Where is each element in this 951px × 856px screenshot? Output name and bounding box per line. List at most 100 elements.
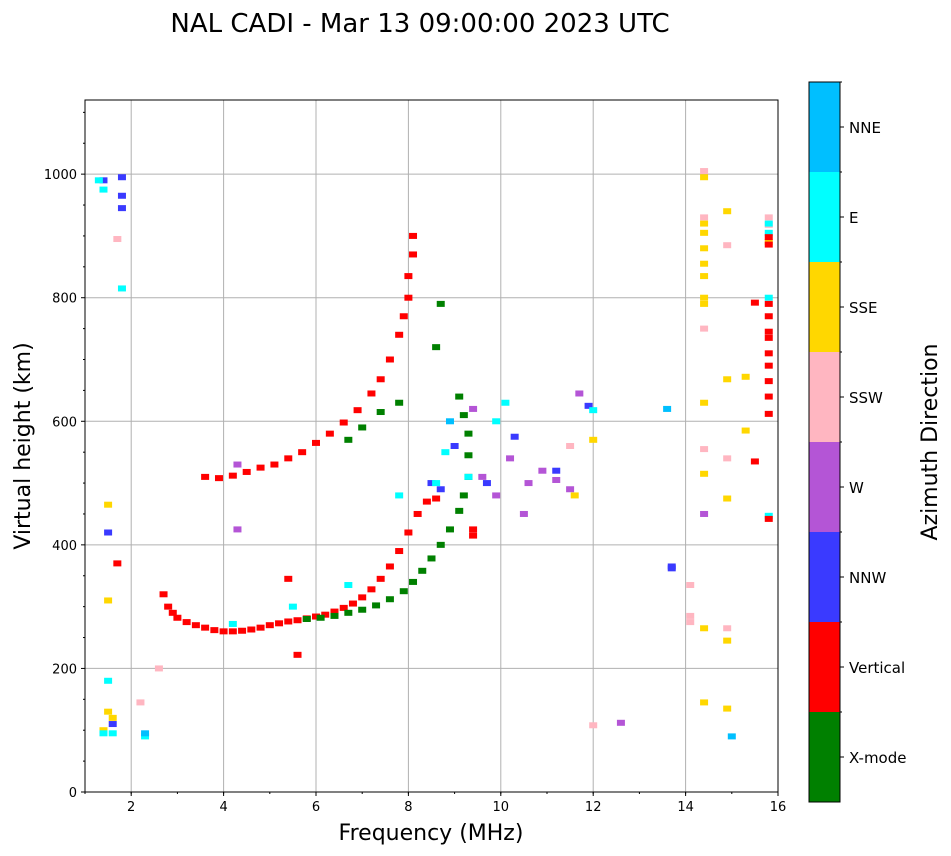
data-point: [385, 596, 394, 603]
data-point: [589, 436, 598, 443]
data-point: [667, 565, 676, 572]
colorbar-tick-label: NNE: [849, 119, 881, 137]
data-point: [700, 245, 709, 252]
data-point: [136, 699, 145, 706]
data-point: [104, 677, 113, 684]
data-point: [436, 300, 445, 307]
colorbar-tick-label: NNW: [849, 569, 886, 587]
data-point: [358, 594, 367, 601]
data-point: [330, 612, 339, 619]
data-point: [510, 433, 519, 440]
data-point: [445, 418, 454, 425]
data-point: [385, 356, 394, 363]
colorbar-segment: [809, 352, 840, 442]
data-point: [141, 730, 150, 737]
colorbar-tick-label: W: [849, 479, 864, 497]
data-point: [344, 609, 353, 616]
data-point: [589, 407, 598, 414]
data-point: [298, 449, 307, 456]
data-point: [233, 461, 242, 468]
data-point: [108, 721, 117, 728]
colorbar-label: Azimuth Direction: [918, 343, 943, 540]
data-point: [432, 495, 441, 502]
data-point: [663, 405, 672, 412]
data-point: [242, 468, 251, 475]
trace-nne-echoes: [141, 405, 736, 740]
data-point: [552, 467, 561, 474]
data-point: [312, 439, 320, 446]
data-point: [284, 455, 293, 462]
data-point: [464, 430, 473, 437]
data-point: [764, 313, 773, 320]
data-point: [108, 730, 117, 737]
data-point: [764, 350, 773, 357]
data-point: [764, 229, 773, 236]
data-point: [358, 424, 367, 431]
data-point: [741, 373, 750, 380]
data-point: [99, 186, 108, 193]
data-point: [173, 614, 182, 621]
data-point: [455, 507, 464, 514]
data-point: [566, 443, 575, 449]
data-point: [256, 464, 265, 471]
data-point: [436, 541, 445, 548]
data-point: [94, 177, 103, 184]
data-point: [275, 620, 284, 627]
data-point: [686, 612, 695, 619]
data-point: [256, 624, 265, 631]
data-point: [99, 730, 108, 737]
data-point: [409, 232, 418, 239]
data-point: [201, 624, 210, 631]
data-point: [168, 609, 177, 616]
data-point: [113, 560, 122, 567]
data-point: [469, 526, 478, 533]
data-point: [339, 419, 348, 426]
data-point: [764, 241, 773, 248]
x-tick-label: 10: [493, 800, 510, 815]
data-point: [210, 627, 219, 634]
data-point: [117, 174, 126, 181]
data-point: [330, 608, 339, 615]
data-point: [228, 628, 237, 635]
data-point: [432, 344, 441, 351]
data-point: [182, 619, 191, 626]
data-point: [700, 325, 709, 332]
trace-w-echoes: [233, 390, 709, 726]
data-point: [154, 665, 163, 672]
x-tick-label: 12: [585, 800, 602, 815]
data-point: [469, 532, 478, 539]
data-point: [686, 582, 695, 589]
data-point: [750, 458, 759, 465]
y-tick-label: 800: [52, 292, 77, 307]
data-point: [764, 294, 773, 301]
data-point: [436, 486, 445, 493]
y-tick-label: 600: [52, 415, 77, 430]
data-point: [113, 236, 122, 243]
data-point: [723, 455, 732, 462]
data-point: [478, 473, 487, 480]
data-point: [233, 526, 242, 533]
data-point: [552, 476, 561, 483]
data-point: [104, 501, 113, 508]
data-point: [325, 430, 334, 437]
data-point: [506, 455, 515, 462]
data-point: [464, 473, 473, 480]
data-point: [358, 606, 367, 613]
data-point: [764, 512, 773, 519]
y-tick-label: 1000: [44, 168, 77, 183]
colorbar-tick-label: X-mode: [849, 749, 906, 767]
x-tick-label: 6: [312, 800, 320, 815]
data-point: [293, 651, 302, 658]
grid-lines: [85, 100, 778, 792]
data-point: [228, 620, 237, 627]
x-axis: 2 4 6 8 10 12 14 16: [84, 792, 786, 815]
data-point: [566, 486, 575, 493]
data-point: [459, 492, 468, 499]
data-point: [348, 600, 357, 607]
data-point: [372, 602, 381, 609]
data-point: [265, 622, 274, 629]
colorbar-tick-label: E: [849, 209, 858, 227]
colorbar-segment: [809, 532, 840, 622]
data-point: [214, 475, 223, 482]
